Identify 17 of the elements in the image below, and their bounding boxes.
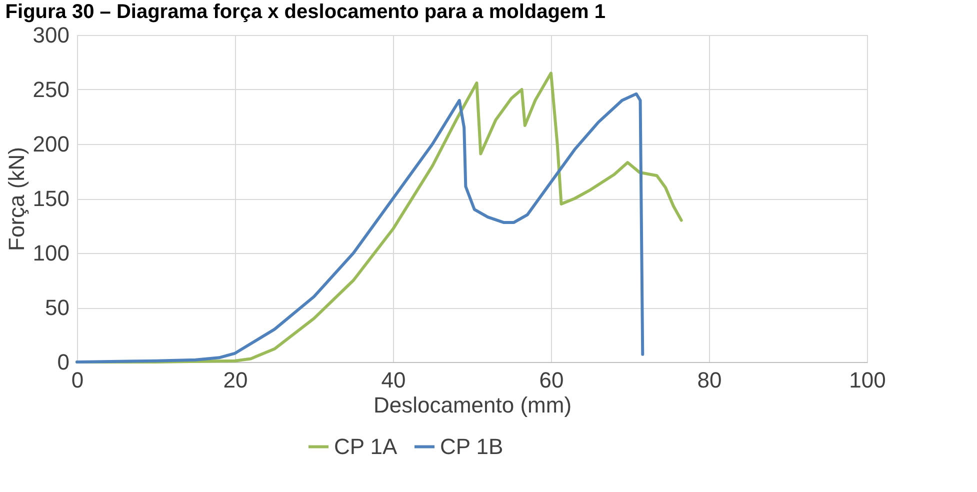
x-tick-label: 80: [697, 368, 722, 392]
y-tick-label: 250: [32, 77, 70, 102]
y-tick-label: 300: [32, 22, 70, 48]
y-axis-title: Força (kN): [4, 147, 29, 251]
x-tick-label: 60: [539, 368, 564, 392]
x-tick-label: 100: [849, 368, 886, 392]
y-tick-label: 200: [32, 132, 70, 156]
y-tick-label: 0: [57, 350, 70, 374]
x-tick-label: 20: [223, 368, 248, 392]
legend-label: CP 1A: [334, 434, 398, 459]
y-tick-label: 50: [45, 295, 70, 320]
x-tick-label: 40: [381, 368, 406, 392]
x-axis-title: Deslocamento (mm): [373, 392, 572, 418]
y-tick-label: 100: [32, 240, 70, 266]
y-tick-label: 150: [32, 186, 70, 211]
chart-title: Figura 30 – Diagrama força x deslocamento para a moldagem 1: [5, 1, 606, 23]
legend-label: CP 1B: [440, 434, 504, 459]
